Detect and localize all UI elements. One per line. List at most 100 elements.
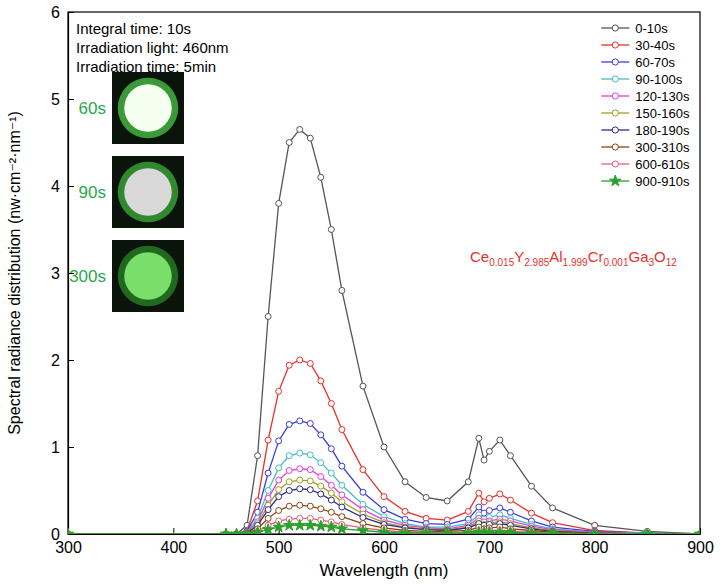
marker: [265, 470, 271, 476]
marker: [273, 521, 284, 532]
marker: [297, 502, 303, 508]
inset-center: [124, 84, 172, 132]
plot-area: [68, 126, 700, 534]
marker: [307, 478, 313, 484]
marker: [307, 503, 313, 509]
marker: [297, 466, 303, 472]
marker: [505, 526, 516, 534]
marker: [286, 140, 292, 146]
marker: [642, 528, 653, 534]
y-tick: 0: [51, 526, 74, 543]
marker: [507, 509, 513, 515]
marker: [307, 487, 313, 493]
marker: [328, 470, 334, 476]
marker: [399, 527, 410, 534]
marker: [507, 453, 513, 459]
marker: [328, 446, 334, 452]
x-axis-line: [69, 534, 701, 535]
legend-marker: [612, 144, 618, 150]
marker: [262, 524, 273, 534]
plot-frame: [68, 12, 700, 534]
legend-marker: [612, 76, 618, 82]
y-tick-mark: [68, 12, 74, 13]
marker: [360, 467, 366, 473]
inset-label: 300s: [69, 267, 106, 286]
marker: [360, 489, 366, 495]
series: [68, 126, 700, 534]
marker: [265, 507, 271, 513]
legend-label: 0-10s: [635, 21, 668, 36]
marker: [297, 126, 303, 132]
marker: [276, 200, 282, 206]
marker: [328, 497, 334, 503]
marker: [336, 523, 347, 534]
annotation: Integral time: 10s: [76, 20, 191, 37]
marker: [528, 510, 534, 516]
inset-image: [112, 72, 184, 144]
y-tick-mark: [68, 186, 74, 187]
marker: [286, 488, 292, 494]
marker: [305, 519, 316, 530]
marker: [265, 515, 271, 521]
marker: [339, 492, 345, 498]
marker: [297, 450, 303, 456]
legend-label: 30-40s: [635, 38, 675, 53]
marker: [231, 528, 242, 534]
y-axis-title: Spectral radiance distribution (nw·cm⁻²·…: [6, 111, 23, 435]
y-tick-label: 2: [51, 352, 60, 369]
y-tick-mark: [68, 99, 74, 100]
marker: [339, 514, 345, 520]
series: [68, 450, 700, 534]
marker: [381, 444, 387, 450]
marker: [276, 494, 282, 500]
x-tick: 900: [687, 528, 714, 556]
marker: [307, 452, 313, 458]
legend-item: 60-70s: [601, 55, 675, 70]
marker: [265, 488, 271, 494]
marker: [486, 448, 492, 454]
marker: [444, 498, 450, 504]
marker: [476, 435, 482, 441]
marker: [297, 418, 303, 424]
y-tick-label: 5: [51, 91, 60, 108]
marker: [318, 491, 324, 497]
legend-label: 180-190s: [635, 123, 690, 138]
marker: [276, 465, 282, 471]
marker: [481, 457, 487, 463]
series: [68, 357, 700, 534]
legend-label: 900-910s: [635, 174, 690, 189]
y-tick: 5: [51, 91, 74, 108]
inset-ring: [118, 78, 178, 138]
marker: [286, 479, 292, 485]
marker: [476, 504, 482, 510]
marker: [497, 437, 503, 443]
series: [68, 418, 700, 534]
formula-annotation: Ce0.015Y2.985Al1.999Cr0.001Ga3O12: [470, 248, 677, 268]
legend-item: 120-130s: [601, 89, 690, 104]
legend-item: 600-610s: [601, 157, 690, 172]
marker: [465, 508, 471, 514]
legend-label: 90-100s: [635, 72, 682, 87]
marker: [339, 504, 345, 510]
legend-marker: [612, 25, 618, 31]
marker: [402, 479, 408, 485]
inset-center: [124, 252, 172, 300]
y-tick-label: 1: [51, 439, 60, 456]
inset: 90s: [79, 156, 184, 228]
marker: [294, 519, 305, 530]
x-tick: 400: [160, 528, 187, 556]
marker: [423, 494, 429, 500]
x-tick-label: 600: [371, 539, 398, 556]
legend-marker: [612, 110, 618, 116]
marker: [328, 490, 334, 496]
marker: [265, 314, 271, 320]
y-tick-mark: [68, 447, 74, 448]
marker: [297, 486, 303, 492]
marker: [286, 503, 292, 509]
marker: [357, 525, 368, 534]
marker: [486, 495, 492, 501]
marker: [286, 468, 292, 474]
marker: [360, 514, 366, 520]
x-tick-label: 500: [266, 539, 293, 556]
marker: [276, 388, 282, 394]
